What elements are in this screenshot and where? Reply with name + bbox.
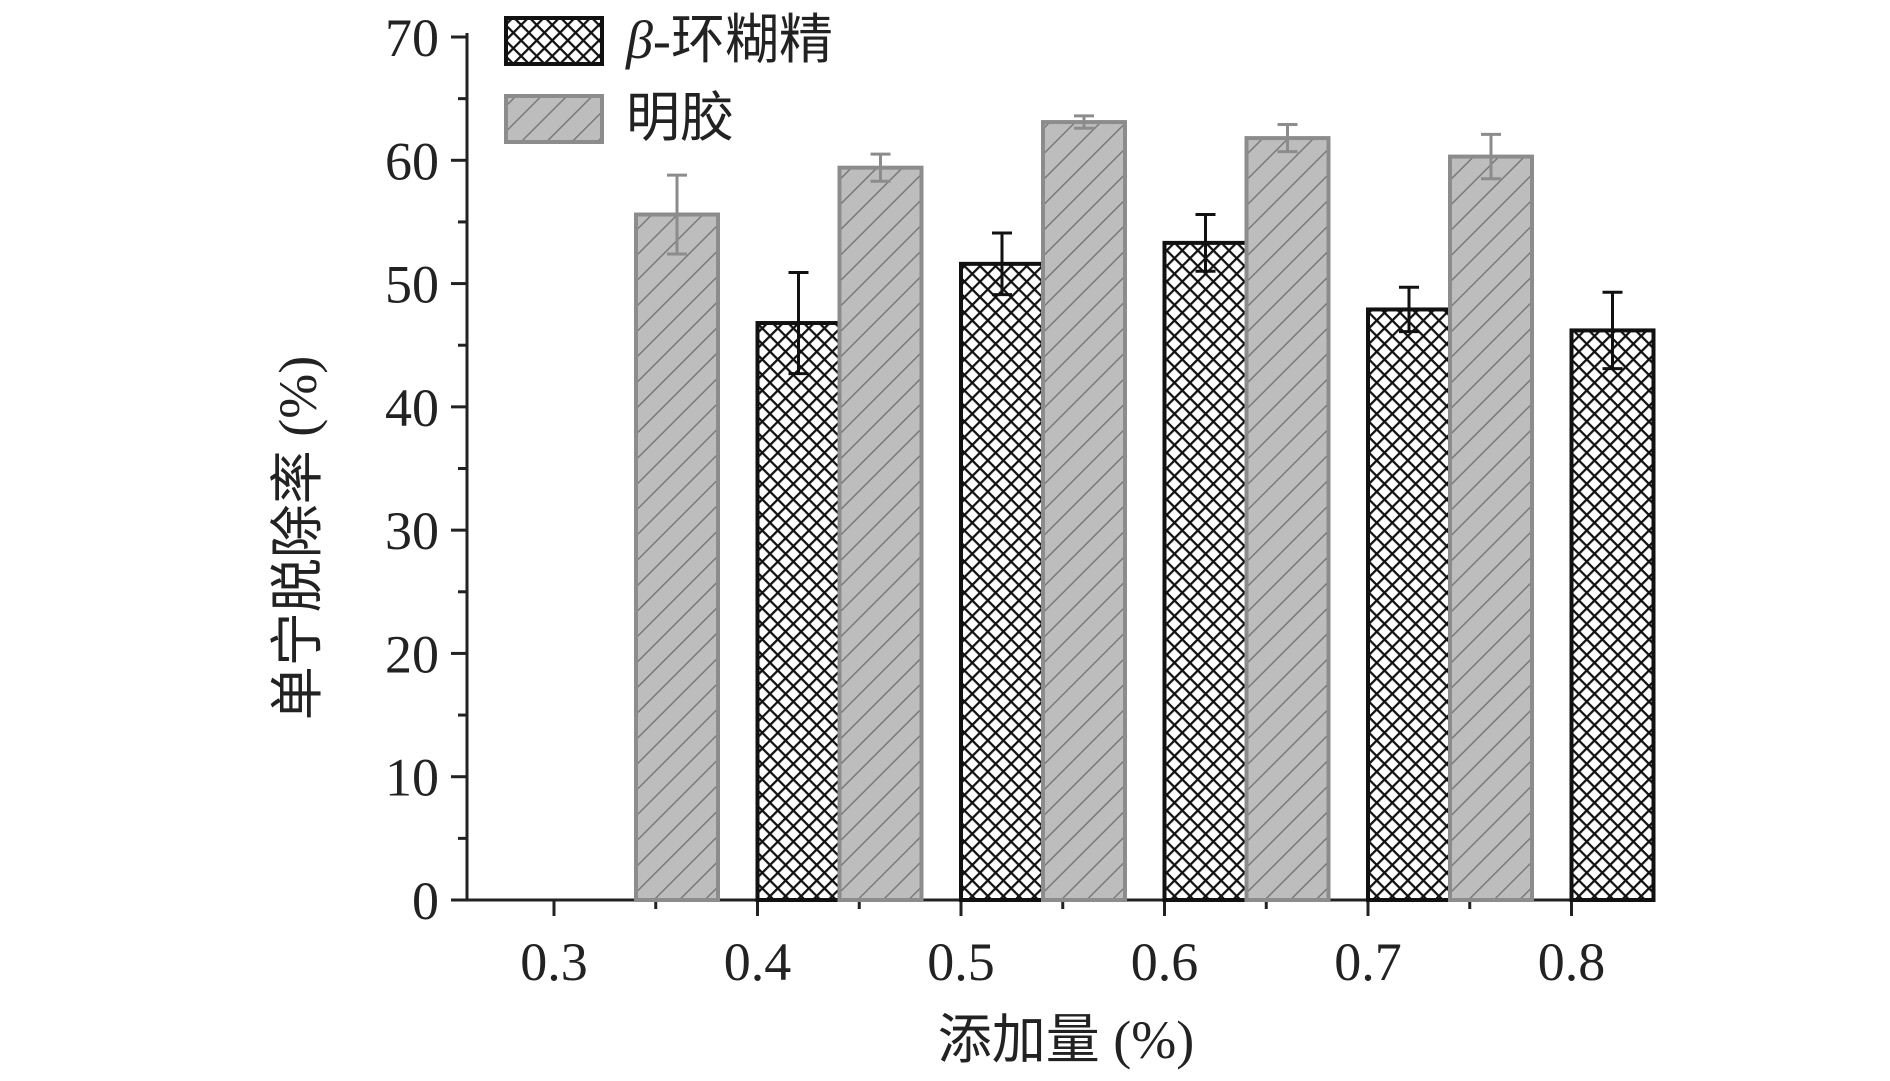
x-tick-label: 0.7 [1334,932,1402,992]
y-tick-label: 50 [385,255,439,315]
y-tick-label: 70 [385,8,439,68]
x-tick-label: 0.4 [724,932,792,992]
y-tick-label: 60 [385,131,439,191]
bar-beta-cyclodextrin [1569,328,1656,903]
bar-gelatin [1448,154,1534,902]
y-tick-label: 0 [412,871,439,931]
x-tick-label: 0.6 [1131,932,1199,992]
x-tick-label: 0.3 [520,932,588,992]
bar-beta-cyclodextrin [755,321,842,903]
x-tick-label: 0.5 [927,932,995,992]
y-tick-label: 20 [385,624,439,684]
x-tick-label: 0.8 [1538,932,1606,992]
y-tick-label: 10 [385,748,439,808]
bar-beta-cyclodextrin [959,261,1045,902]
legend-label-greek: β [625,10,653,70]
bar-beta-cyclodextrin [1366,307,1452,902]
legend-label-beta-cyclodextrin: β-环糊精 [625,10,833,70]
legend: β-环糊精 明胶 [504,10,833,148]
bar-gelatin [634,212,720,902]
legend-label-suffix: -环糊精 [653,10,833,70]
y-axis-title: 单宁脱除率 (%) [268,356,328,720]
bar-gelatin [1041,120,1127,903]
legend-swatch-beta-cyclodextrin [504,16,604,66]
plot-area: 0 10 20 30 40 50 60 70 0.3 0.4 0.5 0.6 0.7 0.8 [385,8,1656,992]
legend-label-gelatin: 明胶 [626,88,734,148]
y-tick-label: 40 [385,378,439,438]
bar-beta-cyclodextrin [1162,240,1249,902]
legend-swatch-gelatin [504,94,604,144]
bar-gelatin [1244,136,1331,902]
x-axis-title: 添加量 (%) [938,1010,1194,1070]
bar-gelatin [837,165,924,902]
y-tick-label: 30 [385,501,439,561]
